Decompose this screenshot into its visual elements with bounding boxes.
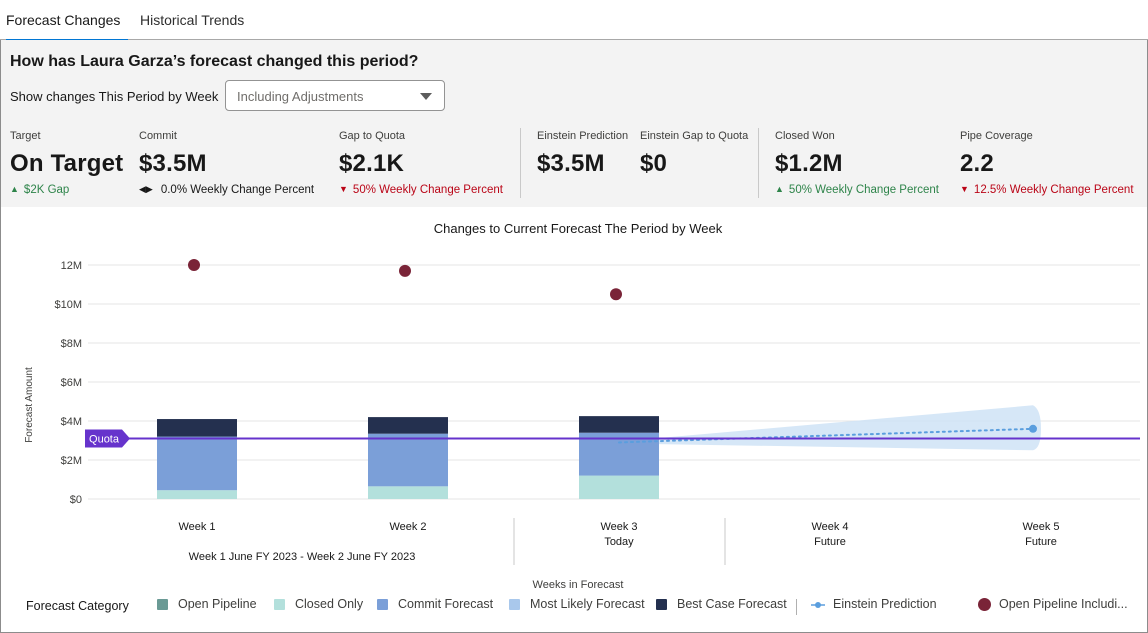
metric-einstein-gap: Einstein Gap to Quota $0 [640, 130, 748, 178]
legend-swatch [157, 599, 168, 610]
x-group-label: Week 1 June FY 2023 - Week 2 June FY 202… [189, 551, 416, 563]
quota-tag [85, 429, 130, 448]
show-changes-label: Show changes This Period by Week [10, 89, 219, 104]
metric-change: ◀▶ 0.0% Weekly Change Percent [139, 184, 315, 196]
legend-label: Most Likely Forecast [530, 597, 645, 611]
metric-label: Target [10, 130, 41, 142]
legend-divider [796, 599, 797, 615]
metric-label: Einstein Gap to Quota [640, 130, 749, 142]
bar-closed-only [368, 486, 448, 499]
forecast-summary-panel: How has Laura Garza’s forecast changed t… [1, 40, 1147, 207]
y-tick-label: 12M [61, 260, 82, 272]
x-category-label: Week 1 [178, 521, 215, 533]
bar-best-case-forecast [157, 419, 237, 437]
chart-title: Changes to Current Forecast The Period b… [433, 221, 723, 236]
metric-value: $3.5M [139, 150, 207, 177]
y-tick-label: $10M [54, 299, 82, 311]
einstein-prediction-point [1029, 424, 1037, 433]
y-axis-label: Forecast Amount [24, 367, 35, 443]
metric-label: Commit [139, 130, 177, 142]
chart-legend: Forecast Category Open Pipeline Closed On… [0, 595, 1148, 617]
metric-change: ▼ 50% Weekly Change Percent [339, 184, 503, 196]
arrow-down-icon: ▼ [960, 184, 969, 194]
metric-value: $2.1K [339, 150, 405, 177]
x-axis-label: Weeks in Forecast [533, 579, 624, 591]
legend-label: Open Pipeline Includi... [999, 597, 1128, 611]
y-tick-label: $6M [61, 377, 82, 389]
metric-commit: Commit $3.5M ◀▶ 0.0% Weekly Change Percen… [139, 130, 314, 196]
legend-swatch [509, 599, 520, 610]
legend-swatch [656, 599, 667, 610]
arrow-down-icon: ▼ [339, 184, 348, 194]
bar-commit-forecast [579, 432, 659, 476]
x-category-sublabel: Today [604, 536, 634, 548]
page-title: How has Laura Garza’s forecast changed t… [10, 53, 419, 70]
einstein-prediction-band [619, 405, 1041, 451]
bar-closed-only [157, 490, 237, 499]
metric-label: Gap to Quota [339, 130, 406, 142]
legend-line-dot-swatch [811, 599, 825, 611]
bar-commit-forecast [368, 433, 448, 487]
metric-change: ▲ $2K Gap [10, 184, 70, 196]
x-category-label: Week 4 [811, 521, 848, 533]
metric-gap-to-quota: Gap to Quota $2.1K ▼ 50% Weekly Change Pe… [339, 130, 503, 196]
legend-circle-swatch [978, 598, 991, 611]
x-category-label: Week 5 [1022, 521, 1059, 533]
divider [758, 128, 759, 198]
x-category-sublabel: Future [814, 536, 846, 548]
metric-closed-won: Closed Won $1.2M ▲ 50% Weekly Change Perc… [775, 130, 939, 196]
metric-value: 2.2 [960, 150, 994, 177]
x-category-sublabel: Future [1025, 536, 1057, 548]
bar-best-case-forecast [579, 416, 659, 433]
arrow-up-icon: ▲ [775, 184, 784, 194]
y-tick-label: $2M [61, 455, 82, 467]
metric-value: $3.5M [537, 150, 605, 177]
bar-closed-only [579, 475, 659, 499]
legend-swatch [274, 599, 285, 610]
open-pipeline-including-point [399, 264, 411, 277]
open-pipeline-including-point [610, 288, 622, 301]
metric-pipe-coverage: Pipe Coverage 2.2 ▼ 12.5% Weekly Change P… [960, 130, 1134, 196]
bar-best-case-forecast [368, 417, 448, 434]
adjustments-dropdown[interactable]: Including Adjustments [225, 80, 445, 111]
y-tick-label: $0 [70, 494, 82, 506]
metric-change: ▲ 50% Weekly Change Percent [775, 184, 939, 196]
legend-label: Closed Only [295, 597, 364, 611]
metric-label: Pipe Coverage [960, 130, 1033, 142]
metric-einstein-prediction: Einstein Prediction $3.5M [537, 130, 628, 178]
open-pipeline-including-point [188, 259, 200, 271]
tab-historical-trends[interactable]: Historical Trends [140, 12, 245, 28]
tab-bar: Forecast Changes Historical Trends [0, 0, 1148, 41]
divider [520, 128, 521, 198]
legend-swatch [377, 599, 388, 610]
x-category-label: Week 2 [389, 521, 426, 533]
legend-label: Commit Forecast [398, 597, 494, 611]
forecast-chart: $0 $2M $4M $6M $8M $10M 12M Forecast Amount Quot… [24, 259, 1140, 591]
tab-forecast-changes[interactable]: Forecast Changes [6, 0, 128, 41]
metric-change: ▼ 12.5% Weekly Change Percent [960, 184, 1134, 196]
legend-label: Einstein Prediction [833, 597, 937, 611]
dropdown-value: Including Adjustments [237, 89, 364, 104]
chevron-down-icon [420, 93, 432, 100]
legend-title: Forecast Category [26, 599, 129, 613]
metric-value: On Target [10, 150, 124, 177]
legend-label: Best Case Forecast [677, 597, 787, 611]
metric-target: Target On Target ▲ $2K Gap [10, 130, 123, 196]
x-category-label: Week 3 [600, 521, 637, 533]
metric-label: Einstein Prediction [537, 130, 629, 142]
quota-label: Quota [89, 434, 120, 446]
legend-label: Open Pipeline [178, 597, 257, 611]
left-right-arrows-icon: ◀▶ [139, 184, 153, 194]
metric-value: $0 [640, 150, 668, 177]
arrow-up-icon: ▲ [10, 184, 19, 194]
metric-label: Closed Won [775, 130, 835, 142]
y-tick-label: $4M [61, 416, 82, 428]
metric-value: $1.2M [775, 150, 843, 177]
y-tick-label: $8M [61, 338, 82, 350]
bar-commit-forecast [157, 436, 237, 491]
